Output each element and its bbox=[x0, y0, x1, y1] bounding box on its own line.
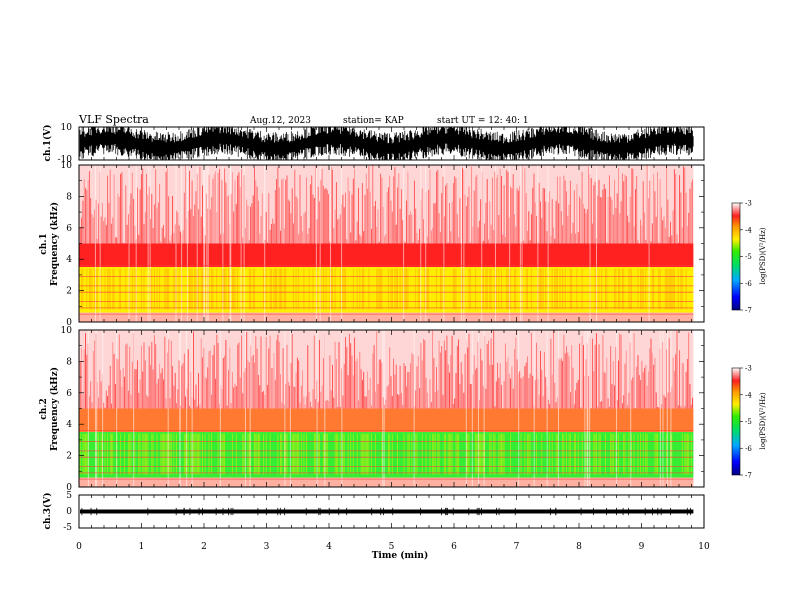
frequency-tick-label: 4 bbox=[66, 420, 72, 430]
ch2-spectrogram-ylabel-channel: ch.2 bbox=[39, 398, 49, 419]
mid-frequency-band bbox=[79, 408, 694, 433]
ch3-ytick-5: 5 bbox=[66, 491, 72, 501]
ch3-waveform-ylabel: ch.3(V) bbox=[42, 493, 53, 530]
ch3-ytick-minus5: -5 bbox=[63, 523, 72, 533]
ch1-colorbar bbox=[731, 202, 741, 311]
time-tick-label: 7 bbox=[514, 542, 520, 552]
very-low-frequency-band bbox=[79, 477, 694, 487]
ch3-waveform-line bbox=[80, 509, 694, 514]
ch2-spectrogram-xticks bbox=[78, 330, 705, 487]
time-tick-label: 9 bbox=[639, 542, 645, 552]
time-tick-label: 1 bbox=[139, 542, 145, 552]
time-tick-label: 0 bbox=[76, 542, 82, 552]
chart-title: VLF Spectra bbox=[78, 113, 149, 126]
time-tick-label: 10 bbox=[698, 542, 710, 552]
ch3-waveform-xticks bbox=[78, 495, 705, 528]
ch2-spectrogram-image bbox=[78, 330, 694, 487]
header-station: station= KAP bbox=[343, 116, 404, 126]
ch1-spectrogram-yticks: 0 2 4 6 8 10 bbox=[61, 161, 704, 328]
ch2-spectrogram-ylabel-frequency: Frequency (kHz) bbox=[49, 367, 60, 451]
low-frequency-band bbox=[79, 432, 694, 478]
ch1-ytick-top: 10 bbox=[61, 123, 73, 133]
time-tick-label: 3 bbox=[264, 542, 270, 552]
colorbar-tick-label: -7 bbox=[745, 307, 752, 315]
ch1-waveform-line bbox=[79, 127, 694, 160]
time-tick-label: 6 bbox=[451, 542, 457, 552]
ch1-waveform-ylabel: ch.1(V) bbox=[42, 125, 53, 162]
ch1-waveform-panel: 10 -10 ch.1(V) bbox=[42, 123, 705, 165]
ch2-colorbar-ticks: -3 -4 -5 -6 -7 bbox=[740, 365, 752, 480]
frequency-tick-label: 6 bbox=[66, 224, 72, 234]
header-start-time: start UT = 12: 40: 1 bbox=[437, 116, 529, 126]
frequency-tick-label: 2 bbox=[66, 287, 72, 297]
header-date: Aug.12, 2023 bbox=[249, 116, 311, 126]
ch1-spectrogram-image bbox=[78, 165, 694, 322]
time-tick-label: 2 bbox=[201, 542, 207, 552]
ch1-spectrogram-ylabel-frequency: Frequency (kHz) bbox=[49, 202, 60, 286]
frequency-tick-label: 10 bbox=[61, 326, 73, 336]
colorbar-tick-label: -5 bbox=[745, 418, 752, 426]
ch1-waveform-xticks bbox=[78, 127, 705, 160]
ch1-spectrogram-xticks bbox=[78, 165, 705, 322]
frequency-tick-label: 8 bbox=[66, 192, 72, 202]
ch2-colorbar-label: log(PSD)(V²/Hz) bbox=[759, 392, 767, 449]
frequency-tick-label: 0 bbox=[66, 483, 72, 493]
time-tick-label: 8 bbox=[576, 542, 582, 552]
time-tick-label: 4 bbox=[326, 542, 332, 552]
ch1-colorbar-label: log(PSD)(V²/Hz) bbox=[759, 227, 767, 284]
colorbar-tick-label: -7 bbox=[745, 472, 752, 480]
frequency-tick-label: 6 bbox=[66, 389, 72, 399]
frequency-tick-label: 10 bbox=[61, 161, 73, 171]
colorbar-tick-label: -4 bbox=[745, 226, 752, 234]
ch2-colorbar bbox=[731, 367, 741, 476]
colorbar-tick-label: -5 bbox=[745, 253, 752, 261]
frequency-tick-label: 0 bbox=[66, 318, 72, 328]
frequency-tick-label: 2 bbox=[66, 452, 72, 462]
ch1-waveform-trace bbox=[79, 127, 694, 160]
colorbar-tick-label: -3 bbox=[745, 200, 752, 208]
time-tick-label: 5 bbox=[389, 542, 395, 552]
mid-frequency-band bbox=[79, 243, 694, 268]
ch1-ytick-bottom: -10 bbox=[58, 155, 73, 165]
colorbar-tick-label: -4 bbox=[745, 391, 752, 399]
time-axis-label: Time (min) bbox=[372, 550, 429, 561]
colorbar-tick-label: -3 bbox=[745, 365, 752, 373]
ch3-ytick-0: 0 bbox=[66, 507, 72, 517]
colorbar-tick-label: -6 bbox=[745, 280, 752, 288]
ch1-colorbar-ticks: -3 -4 -5 -6 -7 bbox=[740, 200, 752, 315]
ch2-spectrogram-yticks: 0 2 4 6 8 10 bbox=[61, 326, 704, 493]
ch3-waveform-panel: 5 0 -5 ch.3(V) 0 1 2 3 4 5 6 7 8 9 10 Time (min) bbox=[42, 491, 710, 561]
frequency-tick-label: 4 bbox=[66, 255, 72, 265]
colorbar-tick-label: -6 bbox=[745, 445, 752, 453]
ch3-waveform-trace bbox=[80, 507, 694, 516]
time-axis-tick-labels: 0 1 2 3 4 5 6 7 8 9 10 bbox=[76, 542, 710, 552]
frequency-tick-label: 8 bbox=[66, 357, 72, 367]
very-low-frequency-band bbox=[79, 312, 694, 322]
ch1-spectrogram-ylabel-channel: ch.1 bbox=[39, 233, 49, 254]
